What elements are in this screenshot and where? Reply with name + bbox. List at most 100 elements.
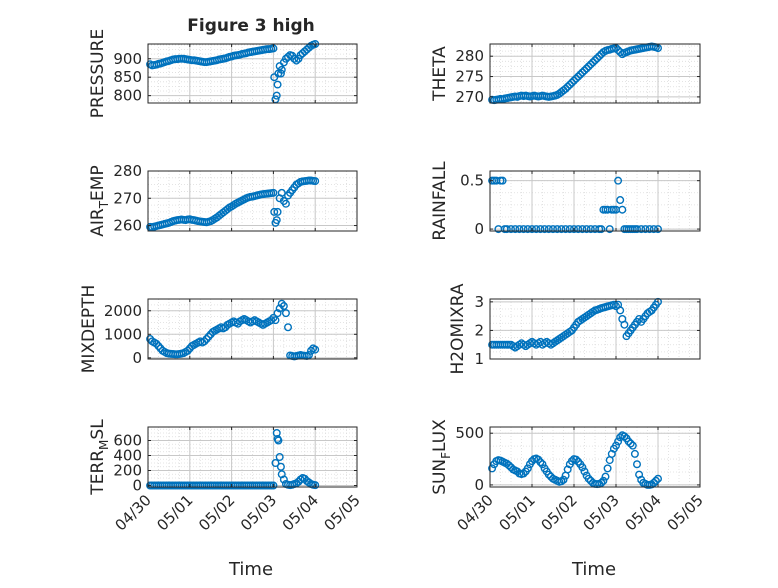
- data-point: [586, 225, 595, 234]
- data-point: [582, 225, 591, 234]
- data-point: [532, 225, 541, 234]
- y-tick-label: 800: [113, 87, 142, 105]
- x-axis-label-right: Time: [571, 559, 616, 580]
- chart-panel-rainfall: 0 0.5 RAINFALL: [430, 161, 701, 241]
- series-points: [488, 176, 663, 234]
- axes-box: [147, 298, 358, 360]
- data-point: [200, 337, 209, 346]
- data-point: [544, 470, 553, 479]
- data-point: [277, 188, 286, 197]
- data-point: [580, 467, 589, 476]
- data-point: [519, 469, 528, 478]
- data-point: [626, 439, 635, 448]
- data-point: [633, 460, 642, 469]
- series-points: [488, 42, 663, 105]
- y-tick-label: 0: [474, 220, 484, 238]
- y-tick-label: 0.5: [460, 172, 484, 190]
- data-point: [641, 225, 650, 234]
- axes-box: [489, 298, 701, 360]
- data-point: [603, 464, 612, 473]
- data-point: [311, 177, 320, 186]
- data-point: [271, 316, 280, 325]
- data-point: [654, 474, 663, 483]
- data-point: [630, 449, 639, 458]
- y-axis-label: PRESSURE: [88, 29, 108, 118]
- data-point: [588, 58, 597, 67]
- series-points: [146, 176, 320, 232]
- data-point: [628, 441, 637, 450]
- data-point: [654, 225, 663, 234]
- data-point: [511, 225, 520, 234]
- figure-title: Figure 3 high: [187, 16, 315, 36]
- y-tick-label: 900: [113, 50, 142, 68]
- data-point: [637, 225, 646, 234]
- x-tick-label: 05/02: [538, 491, 581, 534]
- data-point: [269, 188, 278, 197]
- data-point: [651, 476, 660, 485]
- data-point: [269, 313, 278, 322]
- y-tick-label: 850: [113, 68, 142, 86]
- data-point: [269, 481, 278, 490]
- data-point: [275, 304, 284, 313]
- x-tick-label: 05/03: [237, 491, 280, 534]
- data-point: [270, 207, 279, 216]
- x-tick-label: 05/05: [321, 491, 364, 534]
- data-point: [549, 225, 558, 234]
- data-point: [538, 460, 547, 469]
- data-point: [616, 306, 625, 315]
- data-point: [578, 463, 587, 472]
- y-tick-label: 280: [113, 162, 142, 180]
- y-tick-label: 500: [455, 424, 484, 442]
- data-point: [271, 459, 280, 468]
- data-point: [279, 475, 288, 484]
- data-point: [519, 225, 528, 234]
- data-point: [183, 346, 192, 355]
- x-tick-label: 05/05: [664, 491, 707, 534]
- y-axis-label: THETA: [430, 46, 450, 102]
- data-point: [580, 66, 589, 75]
- y-tick-label: 200: [113, 462, 142, 480]
- data-point: [515, 225, 524, 234]
- data-point: [304, 351, 313, 360]
- data-point: [307, 346, 316, 355]
- y-tick-label: 0: [132, 477, 142, 495]
- y-tick-label: 270: [455, 88, 484, 106]
- data-point: [281, 309, 290, 318]
- y-axis-label: AIRTEMP: [88, 165, 111, 236]
- data-point: [488, 464, 497, 473]
- x-tick-label: 05/04: [622, 491, 665, 534]
- data-point: [272, 91, 281, 100]
- data-point: [536, 458, 545, 467]
- data-point: [620, 320, 629, 329]
- data-point: [597, 225, 606, 234]
- data-point: [544, 225, 553, 234]
- data-point: [277, 65, 286, 74]
- y-tick-label: 2000: [104, 302, 142, 320]
- data-point: [574, 225, 583, 234]
- x-axis-label-left: Time: [228, 559, 273, 580]
- data-point: [528, 225, 537, 234]
- data-point: [553, 225, 562, 234]
- y-axis-label: SUNFLUX: [430, 419, 453, 495]
- axes-box: [489, 170, 701, 232]
- data-point: [584, 474, 593, 483]
- data-point: [582, 64, 591, 73]
- data-point: [536, 225, 545, 234]
- data-point: [601, 472, 610, 481]
- data-point: [502, 225, 511, 234]
- data-point: [507, 225, 516, 234]
- axes-box: [489, 426, 701, 488]
- data-point: [277, 299, 286, 308]
- data-point: [311, 345, 320, 354]
- data-point: [561, 84, 570, 93]
- data-point: [578, 225, 587, 234]
- data-point: [618, 205, 627, 214]
- data-point: [570, 76, 579, 85]
- chart-panel-h2omixra: 1 2 3 H2OMIXRA: [448, 283, 701, 375]
- data-point: [557, 225, 566, 234]
- data-point: [276, 462, 285, 471]
- axes-box: [147, 170, 358, 232]
